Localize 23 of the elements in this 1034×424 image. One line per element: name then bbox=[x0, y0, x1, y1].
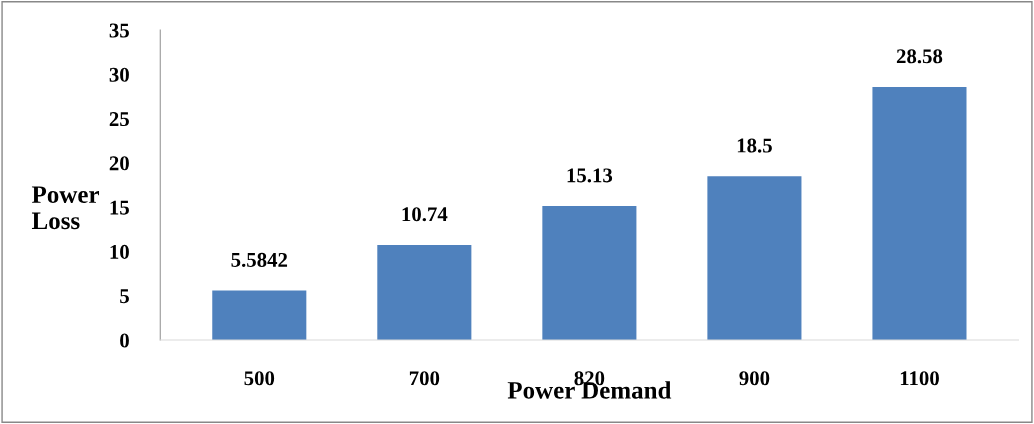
x-tick-label: 900 bbox=[739, 371, 770, 386]
bar bbox=[872, 86, 967, 341]
x-tick-label: 500 bbox=[244, 371, 275, 386]
data-label: 5.5842 bbox=[231, 252, 288, 268]
y-axis-title: Power Loss bbox=[31, 186, 100, 230]
bar bbox=[377, 244, 472, 341]
y-tick-label: 5 bbox=[120, 289, 129, 304]
y-tick-label: 0 bbox=[120, 333, 129, 348]
data-label: 28.58 bbox=[896, 49, 943, 64]
y-tick-label: 20 bbox=[109, 156, 129, 171]
data-label: 15.13 bbox=[567, 168, 613, 183]
data-label: 10.74 bbox=[402, 207, 448, 222]
bar bbox=[212, 290, 307, 341]
bar bbox=[707, 176, 802, 341]
y-tick-label: 35 bbox=[109, 23, 129, 38]
y-tick-label: 25 bbox=[109, 112, 129, 127]
y-tick-label: 30 bbox=[109, 67, 129, 82]
x-tick-label: 1100 bbox=[900, 371, 939, 386]
data-label: 18.5 bbox=[737, 138, 772, 153]
x-tick-label: 700 bbox=[409, 371, 440, 386]
bar bbox=[542, 206, 637, 341]
y-tick-label: 10 bbox=[110, 244, 129, 259]
y-tick-label: 15 bbox=[110, 200, 129, 215]
